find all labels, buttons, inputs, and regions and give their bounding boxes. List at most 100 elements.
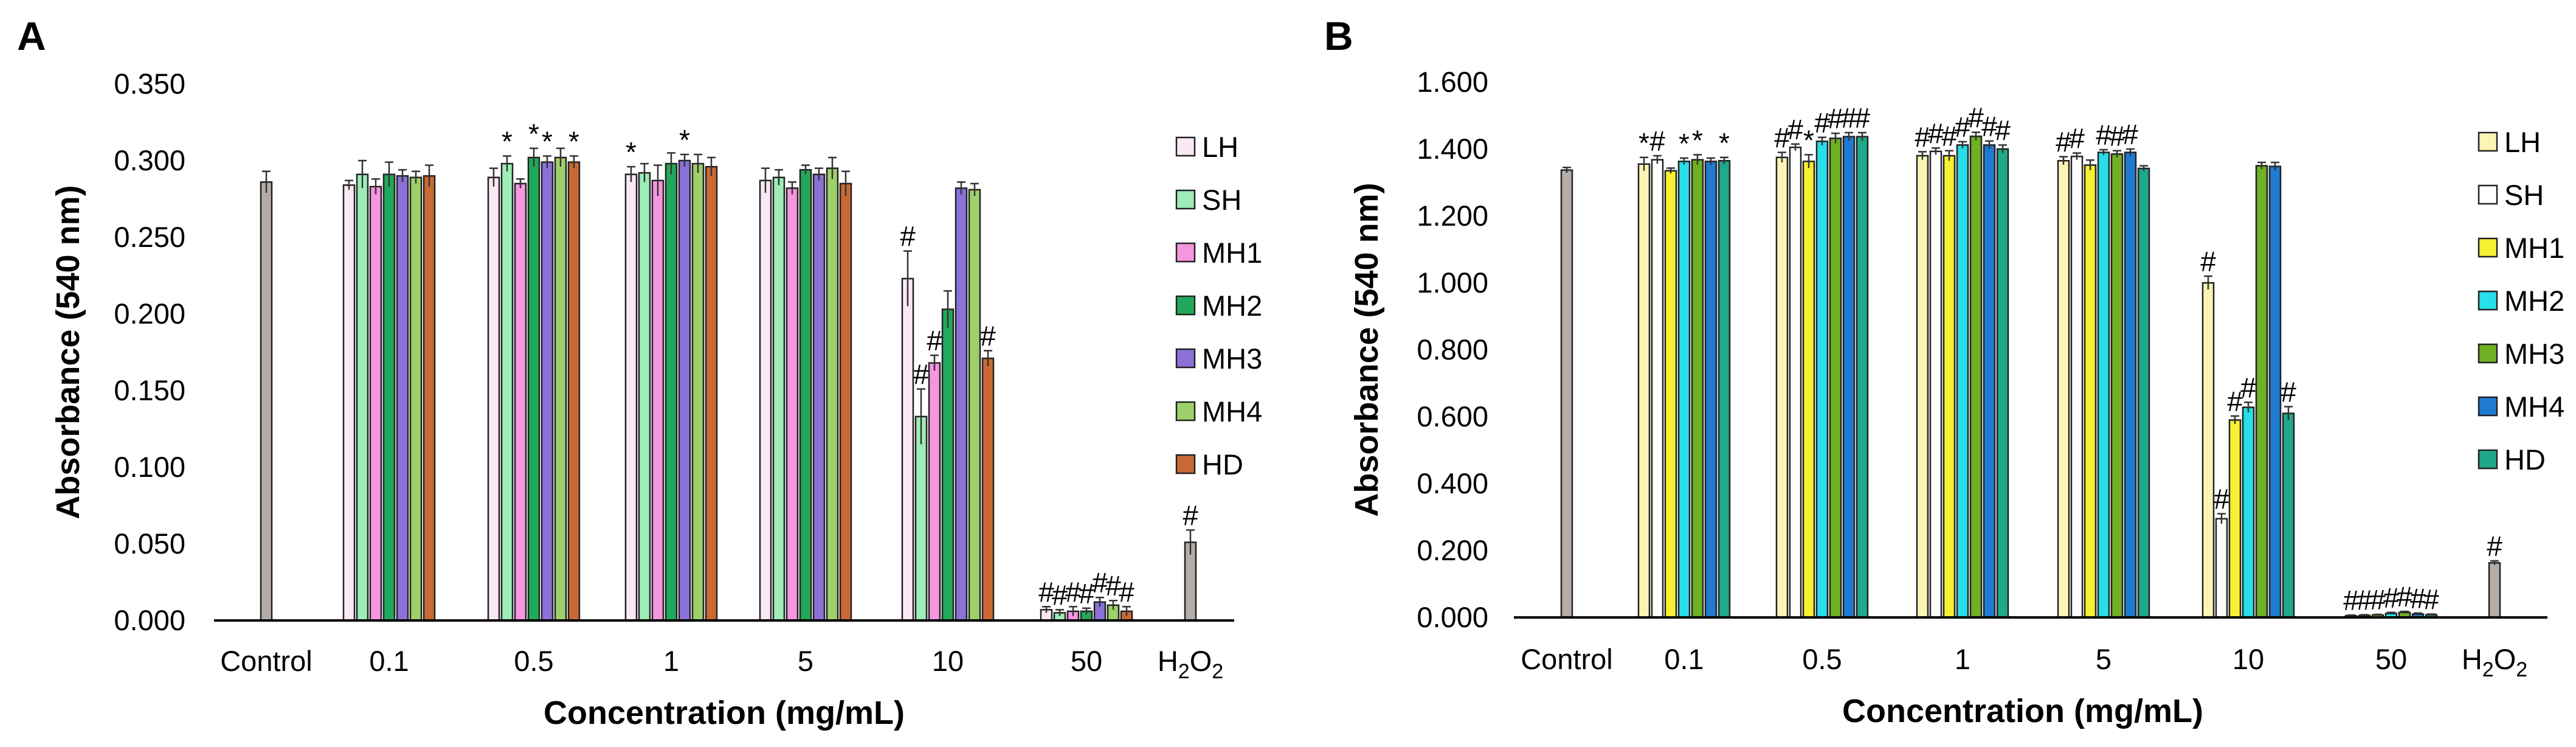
significance-marker: # xyxy=(1928,117,1944,149)
legend-swatch xyxy=(2478,449,2498,470)
bar xyxy=(2488,562,2501,619)
bar xyxy=(786,187,799,622)
bar xyxy=(772,176,786,622)
bar xyxy=(2057,160,2070,619)
bar xyxy=(826,167,839,622)
bar xyxy=(2124,151,2137,619)
bar xyxy=(1718,160,1731,619)
significance-marker: # xyxy=(2056,127,2071,158)
legend-label: LH xyxy=(2504,126,2541,158)
significance-marker: * xyxy=(1803,124,1814,156)
category-label-control: Control xyxy=(1521,643,1613,675)
bar xyxy=(1560,169,1573,619)
bar xyxy=(2070,155,2084,619)
legend-label: MH2 xyxy=(2504,285,2564,317)
legend-swatch xyxy=(1175,401,1196,422)
y-tick-label: 0.400 xyxy=(1417,467,1488,499)
panel-a-letter: A xyxy=(17,13,46,58)
legend-swatch xyxy=(1175,136,1196,157)
bar xyxy=(2242,406,2255,619)
bar xyxy=(1983,144,1996,619)
legend-label: MH1 xyxy=(1202,237,1262,269)
panel-a: A 0.0000.0500.1000.1500.2000.2500.3000.3… xyxy=(17,13,1262,731)
y-tick-label: 0.350 xyxy=(114,68,185,100)
bar xyxy=(356,173,369,622)
significance-marker: # xyxy=(1955,111,1970,143)
bar xyxy=(1829,137,1842,619)
significance-marker: # xyxy=(1841,102,1857,134)
significance-marker: # xyxy=(980,320,996,352)
legend-swatch xyxy=(2478,396,2498,417)
bar xyxy=(2255,165,2268,619)
significance-marker: # xyxy=(913,358,929,390)
category-label: 0.1 xyxy=(369,645,409,677)
significance-marker: # xyxy=(2383,582,2399,614)
bar xyxy=(1942,155,1956,619)
bar xyxy=(382,173,396,622)
y-tick-label: 0.800 xyxy=(1417,333,1488,366)
significance-marker: # xyxy=(1828,103,1843,134)
bar xyxy=(2228,419,2242,619)
significance-marker: # xyxy=(2370,584,2386,616)
h2o2-label-part: 2 xyxy=(1212,660,1223,683)
significance-marker: * xyxy=(528,118,539,150)
bar xyxy=(567,161,581,622)
bar xyxy=(2137,167,2150,619)
y-tick-label: 0.000 xyxy=(114,604,185,636)
significance-marker: # xyxy=(2069,123,2085,155)
significance-marker: # xyxy=(1649,125,1665,157)
significance-marker: # xyxy=(2109,120,2125,152)
bar xyxy=(839,182,852,622)
category-label: 50 xyxy=(1071,645,1102,677)
panel-a-category-labels: Control 0.1 0.5 1 5 10 50 H2O2 xyxy=(220,645,1223,683)
category-label: 5 xyxy=(798,645,813,677)
legend-swatch xyxy=(2478,290,2498,311)
significance-marker: # xyxy=(1814,107,1830,139)
bar xyxy=(1969,135,1983,619)
legend-label: SH xyxy=(1202,184,1241,216)
legend-label: MH3 xyxy=(2504,338,2564,370)
bar xyxy=(409,176,423,622)
y-tick-label: 0.600 xyxy=(1417,400,1488,433)
bar xyxy=(2097,151,2110,619)
category-label: 50 xyxy=(2375,643,2407,675)
significance-marker: * xyxy=(626,136,637,168)
bar xyxy=(691,162,705,622)
significance-marker: # xyxy=(1119,576,1134,608)
bar xyxy=(2110,153,2124,619)
significance-marker: # xyxy=(1038,576,1054,608)
bar xyxy=(651,179,665,622)
significance-marker: * xyxy=(1638,127,1649,159)
significance-marker: # xyxy=(2227,386,2243,417)
significance-marker: # xyxy=(900,221,916,252)
y-tick-label: 0.000 xyxy=(1417,601,1488,633)
bar xyxy=(2268,165,2282,619)
panel-b-x-axis-title: Concentration (mg/mL) xyxy=(1842,693,2203,729)
bar xyxy=(1802,161,1815,619)
category-label: 1 xyxy=(663,645,679,677)
bar xyxy=(678,159,691,622)
bar xyxy=(759,179,772,622)
legend-swatch xyxy=(2478,237,2498,258)
significance-marker: # xyxy=(2487,530,2502,562)
y-tick-label: 1.200 xyxy=(1417,200,1488,232)
bar xyxy=(1916,155,1929,619)
significance-marker: # xyxy=(1774,122,1790,154)
bar xyxy=(799,169,812,622)
significance-marker: * xyxy=(1692,124,1703,156)
legend-label: MH4 xyxy=(2504,391,2564,423)
significance-marker: # xyxy=(2200,246,2216,277)
legend-swatch xyxy=(1175,348,1196,369)
y-tick-label: 0.150 xyxy=(114,374,185,406)
bar xyxy=(2084,164,2097,619)
significance-marker: # xyxy=(1915,121,1930,153)
panel-b-letter: B xyxy=(1324,13,1353,58)
bar xyxy=(1996,148,2009,619)
bar xyxy=(1704,161,1718,619)
bar xyxy=(2201,282,2215,619)
panel-a-x-axis-title: Concentration (mg/mL) xyxy=(544,695,905,731)
significance-marker: # xyxy=(1079,578,1094,610)
category-label: 1 xyxy=(1955,643,1970,675)
legend-label: LH xyxy=(1202,131,1238,163)
